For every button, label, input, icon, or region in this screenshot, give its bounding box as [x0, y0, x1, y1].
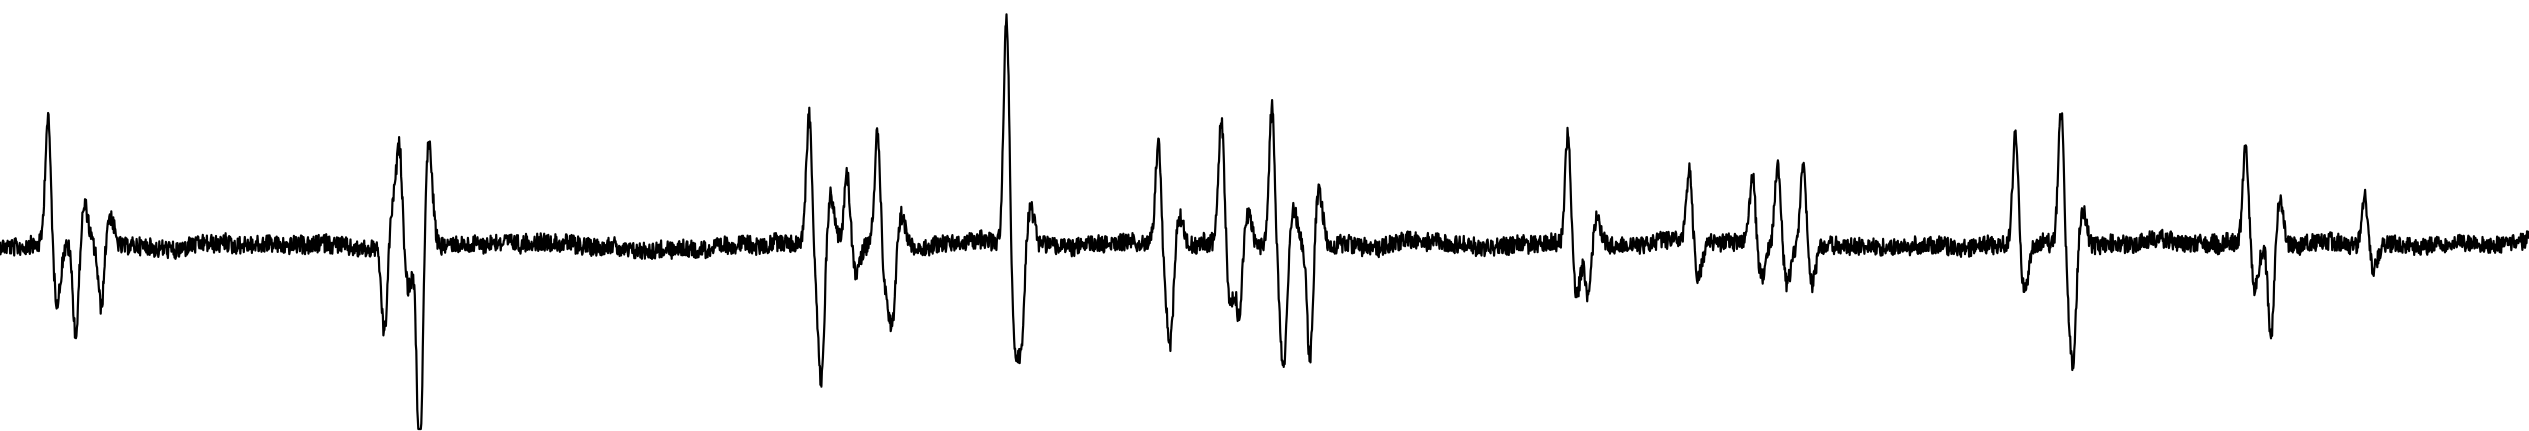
waveform-trace [0, 13, 2529, 431]
